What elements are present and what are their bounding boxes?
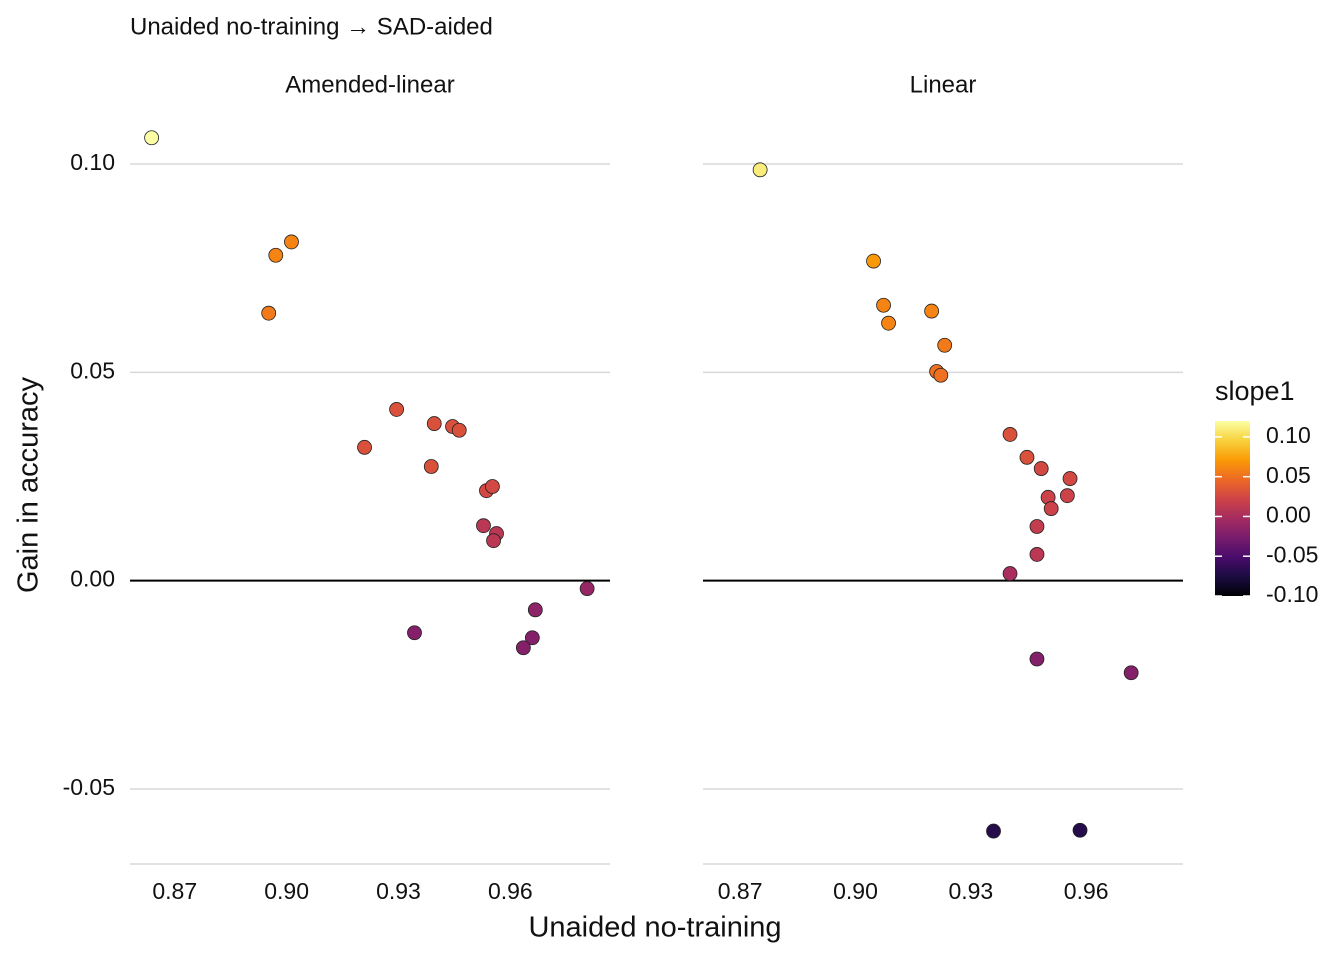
legend-title: slope1 [1215,376,1295,406]
point [937,337,953,353]
y-tick-label: 0.10 [70,149,115,175]
point [426,416,442,431]
point [1019,449,1035,465]
y-tick-label: 0.05 [70,357,115,383]
point [881,315,896,331]
x-tick-label: 0.87 [718,878,763,904]
point [357,439,372,455]
point [1059,488,1075,504]
point [1072,822,1088,838]
x-tick-label: 0.90 [264,878,309,904]
point [924,303,940,319]
x-tick-label: 0.96 [488,878,533,904]
point [1033,461,1049,476]
x-tick-label: 0.87 [152,878,197,904]
point [986,823,1001,839]
point [485,479,500,494]
chart-title: Unaided no-training → SAD-aided [130,13,493,40]
point [933,367,949,383]
point [1043,501,1059,516]
point [389,402,405,417]
colorbar-tick-label: 0.10 [1266,422,1311,448]
x-tick-label: 0.93 [948,878,993,904]
panel-title: Amended-linear [285,71,454,98]
point [752,162,768,178]
point [407,625,422,641]
colorbar-tick-label: 0.00 [1266,502,1311,528]
point [486,533,501,549]
colorbar [1215,421,1250,596]
point [866,253,881,269]
x-tick-label: 0.93 [376,878,421,904]
point [1062,471,1078,486]
point [527,602,543,618]
point [1002,427,1018,442]
y-tick-label: -0.05 [63,774,115,800]
point [1029,519,1045,534]
point [423,459,439,474]
colorbar-tick-label: -0.10 [1266,581,1318,607]
point [1123,665,1139,681]
x-tick-label: 0.96 [1064,878,1109,904]
point [1002,566,1018,581]
point [579,581,595,596]
x-tick-label: 0.90 [833,878,878,904]
colorbar-tick-label: -0.05 [1266,541,1318,567]
point [876,297,891,313]
point [1029,547,1045,562]
point [515,640,531,656]
point [1029,651,1045,667]
point [524,630,540,646]
panel-title: Linear [910,71,977,98]
x-axis-label: Unaided no-training [528,912,781,944]
colorbar-tick-label: 0.05 [1266,462,1311,488]
point [476,518,491,534]
point [451,422,467,438]
point [144,130,160,146]
point [284,234,299,250]
y-tick-label: 0.00 [70,566,115,592]
point [261,305,277,321]
y-axis-label: Gain in accuracy [13,377,45,593]
point [268,247,284,263]
